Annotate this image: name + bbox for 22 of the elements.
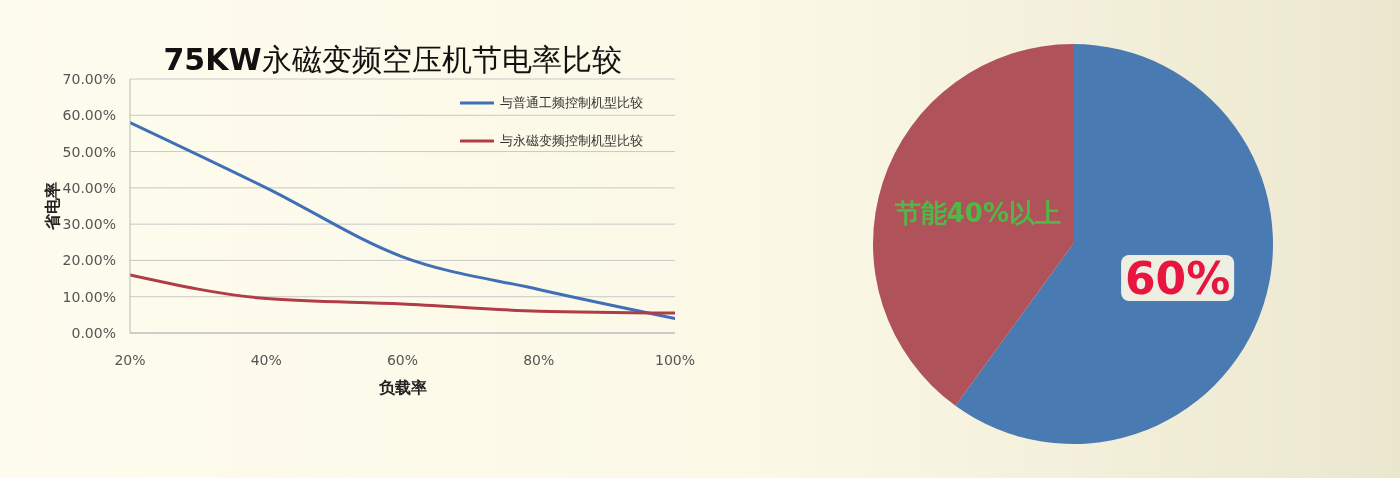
y-tick-label: 50.00% xyxy=(62,143,116,160)
y-axis-title: 省电率 xyxy=(42,182,62,231)
x-tick-label: 100% xyxy=(654,351,696,368)
x-axis-title: 负载率 xyxy=(377,378,427,397)
y-tick-label: 30.00% xyxy=(62,216,116,233)
y-tick-label: 20.00% xyxy=(62,252,116,269)
legend-label: 与永磁变频控制机型比较 xyxy=(500,132,643,150)
data-label: 节能40%以上 xyxy=(893,198,1062,229)
y-tick-label: 70.00% xyxy=(62,70,116,87)
y-tick-label: 60.00% xyxy=(62,107,116,124)
chart-title: 75KW永磁变频空压机节电率比较 xyxy=(163,42,622,77)
pie-slice xyxy=(873,44,1073,406)
x-tick-label: 20% xyxy=(114,351,146,368)
x-tick-label: 60% xyxy=(386,351,419,368)
line-series xyxy=(130,121,675,320)
y-tick-label: 40.00% xyxy=(62,179,116,196)
legend-label: 与普通工频控制机型比较 xyxy=(500,94,643,112)
line-series xyxy=(130,273,675,315)
y-tick-label: 10.00% xyxy=(62,288,116,305)
x-tick-label: 40% xyxy=(250,351,282,368)
x-tick-label: 80% xyxy=(523,351,555,368)
y-tick-label: 0.00% xyxy=(71,324,116,341)
